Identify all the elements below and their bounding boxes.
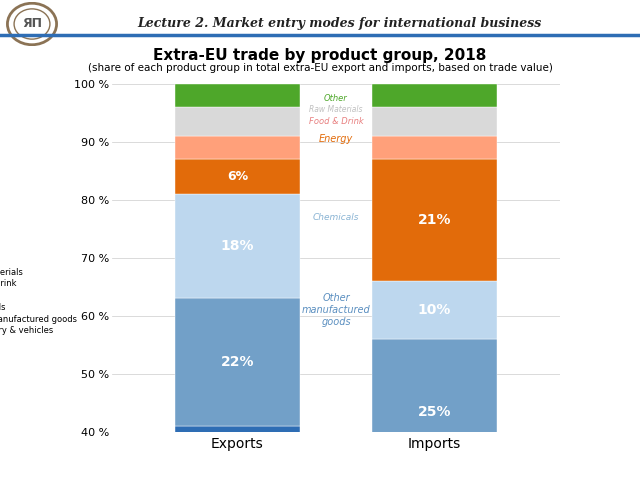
Text: Raw Materials: Raw Materials	[309, 105, 363, 114]
Text: 21%: 21%	[418, 213, 451, 227]
Bar	[372, 339, 497, 480]
Text: Other
manufactured
goods: Other manufactured goods	[301, 293, 371, 327]
Text: (share of each product group in total extra-EU export and imports, based on trad: (share of each product group in total ex…	[88, 63, 552, 73]
Legend: Other, Raw materials, Food & drink, Energy, Chemicals, Other manufactured goods,: Other, Raw materials, Food & drink, Ener…	[0, 256, 77, 335]
Text: Other: Other	[324, 94, 348, 103]
Text: Energy: Energy	[319, 134, 353, 144]
Bar	[175, 107, 300, 136]
Text: Food & Drink: Food & Drink	[308, 117, 364, 126]
Text: 22%: 22%	[221, 355, 254, 369]
Bar	[372, 159, 497, 281]
Bar	[175, 159, 300, 194]
Text: 10%: 10%	[418, 303, 451, 317]
Text: Lecture 2. Market entry modes for international business: Lecture 2. Market entry modes for intern…	[137, 17, 541, 30]
Text: 6%: 6%	[227, 170, 248, 183]
Bar	[175, 84, 300, 107]
Bar	[372, 84, 497, 107]
Bar	[175, 194, 300, 299]
Text: 25%: 25%	[418, 405, 451, 419]
Bar	[372, 136, 497, 159]
Bar	[175, 299, 300, 426]
Bar	[372, 281, 497, 339]
Text: Chemicals: Chemicals	[313, 213, 359, 222]
Bar	[372, 107, 497, 136]
Text: ЯП: ЯП	[22, 17, 42, 30]
Text: Extra-EU trade by product group, 2018: Extra-EU trade by product group, 2018	[154, 48, 486, 63]
Bar	[175, 136, 300, 159]
Bar	[175, 426, 300, 480]
Text: 18%: 18%	[221, 239, 254, 253]
